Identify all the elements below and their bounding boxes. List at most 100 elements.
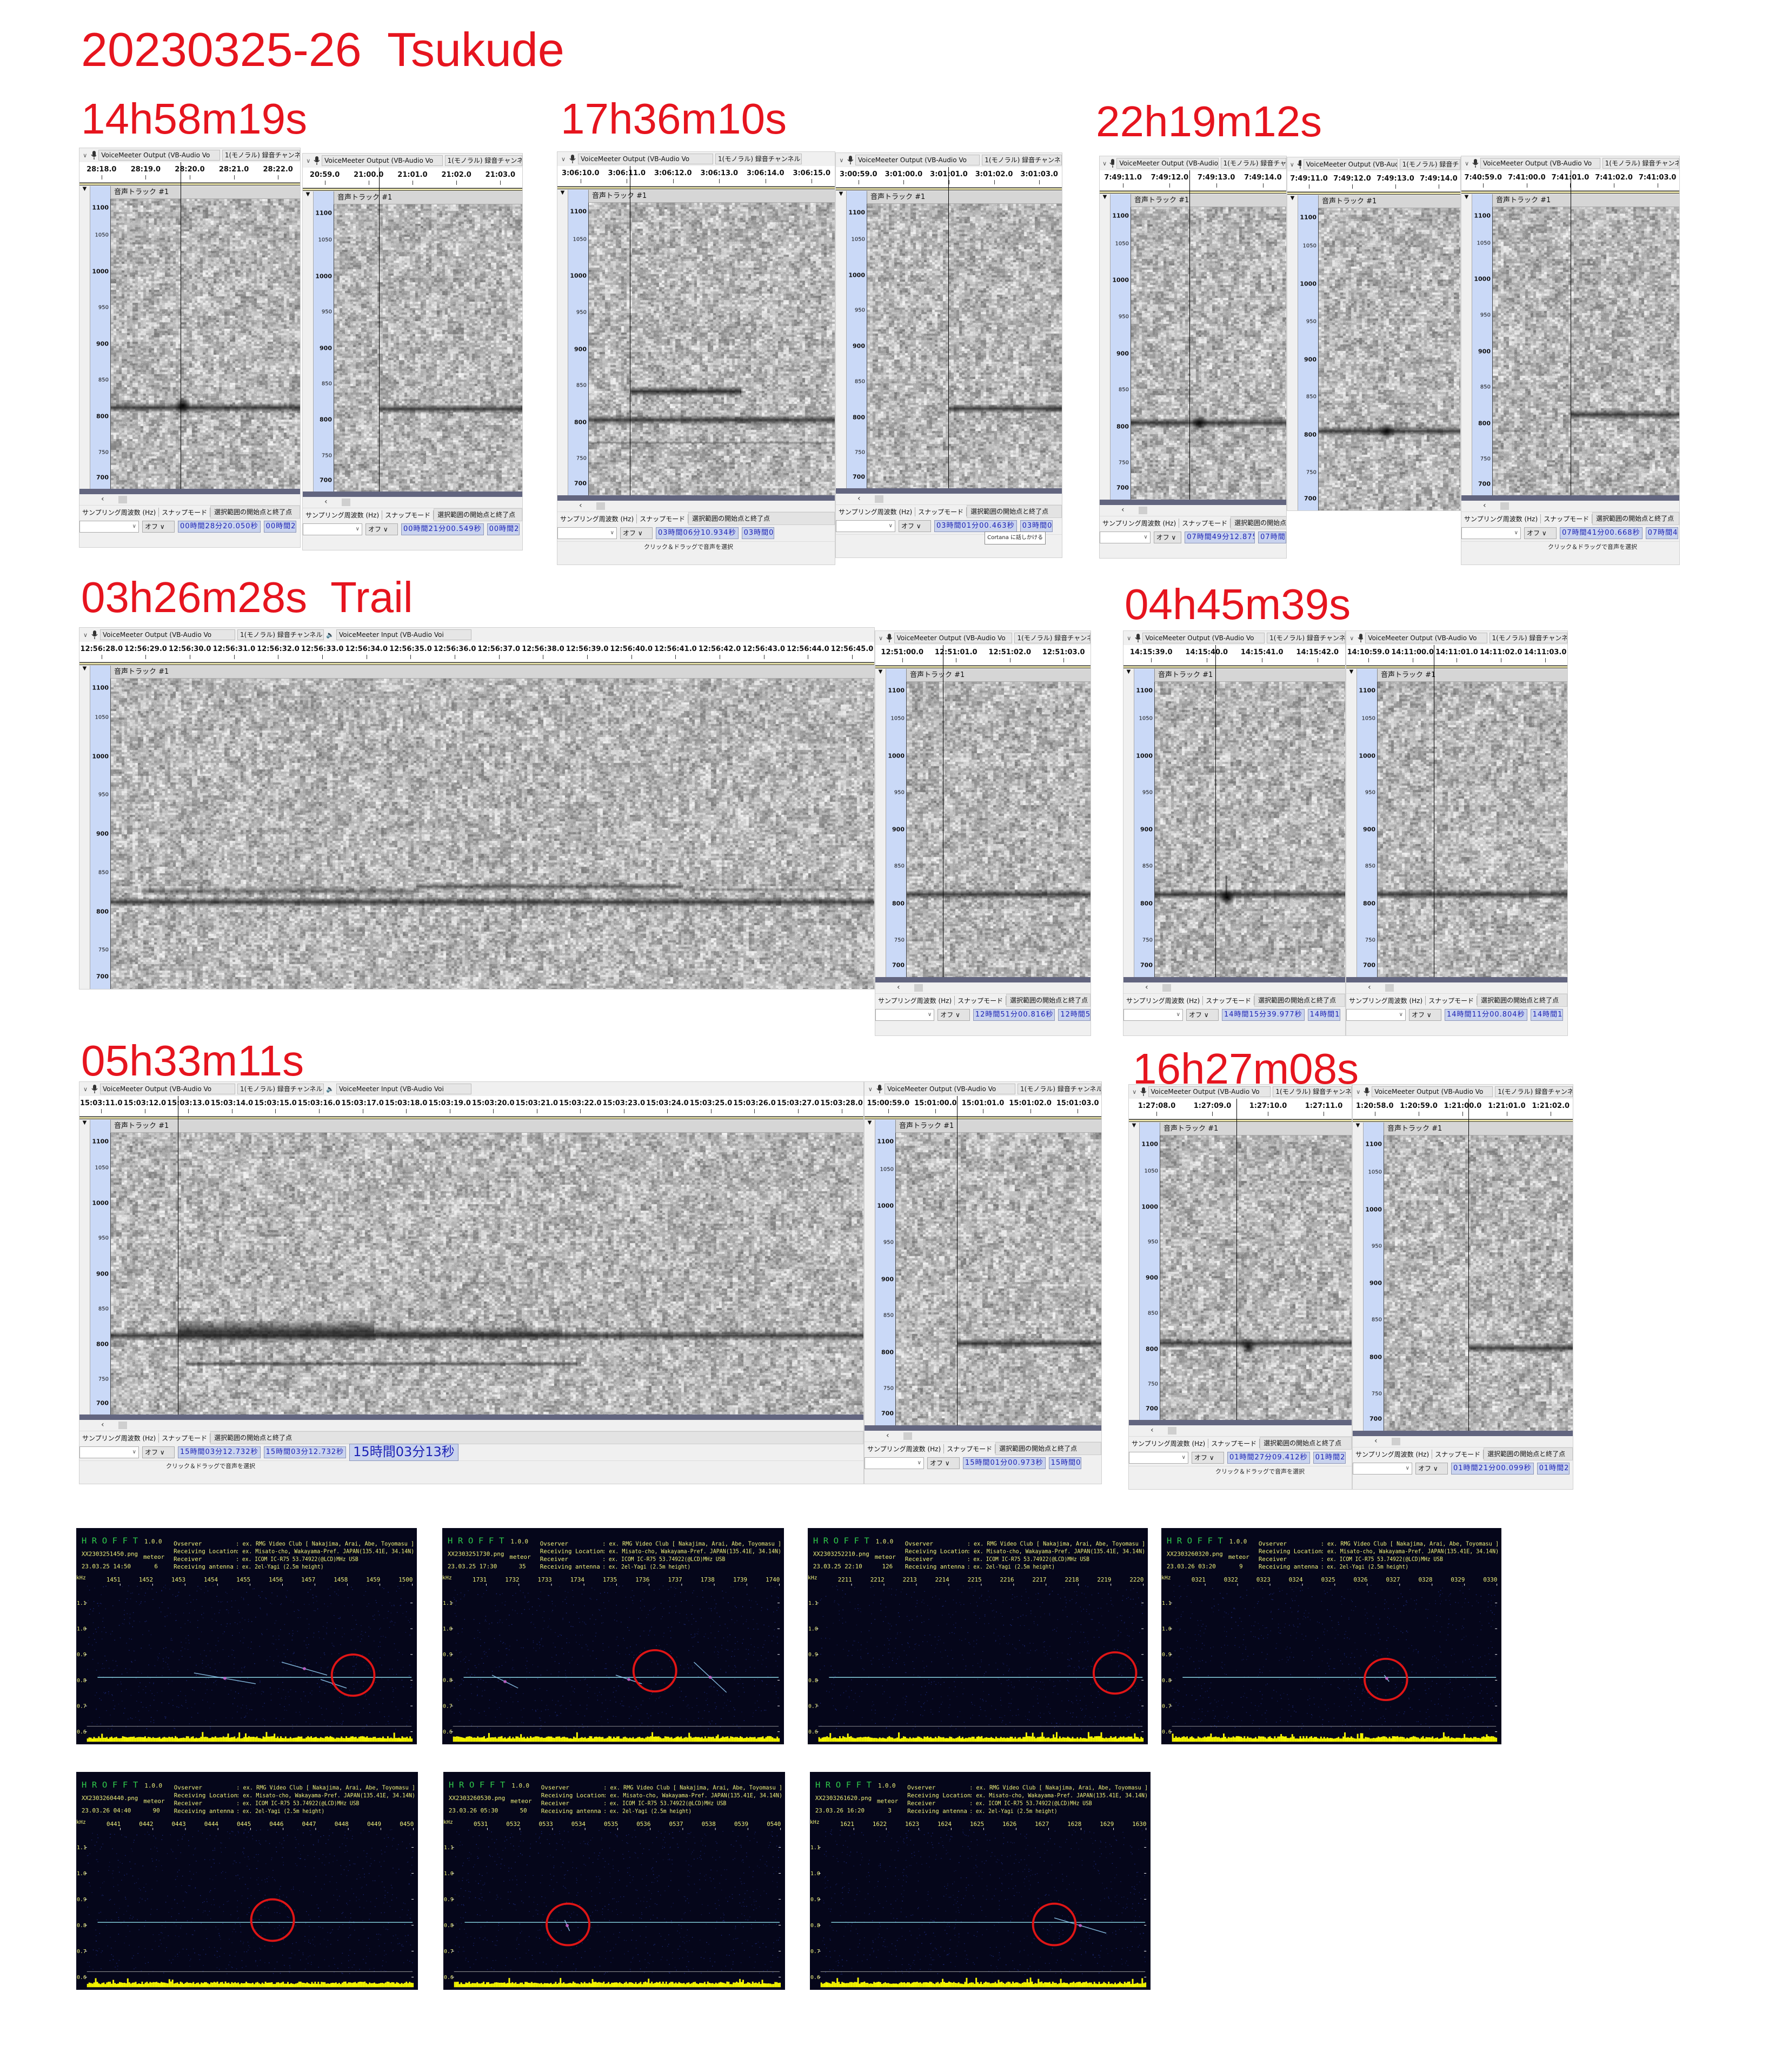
recording-channel-select[interactable]: 1(モノラル) 録音チャンネル — [1495, 1086, 1573, 1097]
selection-start-field[interactable]: 01時間21分00.099秒 — [1451, 1463, 1534, 1475]
snap-mode-select[interactable]: オフ ∨ — [899, 520, 931, 532]
horizontal-scrollbar[interactable]: ‹ — [1100, 505, 1286, 516]
snap-mode-select[interactable]: オフ ∨ — [1415, 1463, 1448, 1475]
track-menu-arrow-icon[interactable]: ▼ — [1102, 194, 1107, 200]
horizontal-scrollbar[interactable]: ‹ — [1129, 1425, 1352, 1437]
snap-mode-select[interactable]: オフ ∨ — [620, 527, 653, 539]
sample-rate-select[interactable]: ∨ — [79, 521, 139, 533]
track-menu-arrow-icon[interactable]: ▼ — [1126, 669, 1131, 675]
track-menu-arrow-icon[interactable]: ▼ — [878, 669, 883, 675]
sample-rate-select[interactable]: ∨ — [836, 520, 895, 532]
track-menu-arrow-icon[interactable]: ▼ — [305, 191, 310, 197]
recording-channel-select[interactable]: 1(モノラル) 録音チャンネル — [222, 150, 300, 161]
selection-start-field[interactable]: 03時間01分00.463秒 — [934, 520, 1017, 532]
chevron-down-icon[interactable]: ∨ — [1132, 1088, 1137, 1095]
selection-end-field[interactable]: 07時間41分00.668秒 — [1645, 527, 1678, 539]
track-control-panel[interactable]: ▼ — [1100, 194, 1111, 500]
spectrogram[interactable] — [907, 682, 1091, 977]
chevron-down-icon[interactable]: ∨ — [868, 1085, 873, 1093]
snap-mode-select[interactable]: オフ ∨ — [927, 1457, 960, 1469]
scroll-left-icon[interactable]: ‹ — [1145, 983, 1148, 992]
playback-device-select[interactable]: VoiceMeeter Input (VB-Audio Voi — [336, 629, 471, 640]
track-control-panel[interactable]: ▼ — [865, 1120, 875, 1425]
track-menu-arrow-icon[interactable]: ▼ — [1349, 669, 1354, 675]
timeline-ruler[interactable]: 15:00:59.0 15:01:00.0 15:01:01.0 15:01:02.0… — [865, 1096, 1101, 1117]
timeline-ruler[interactable]: 7:49:11.0 7:49:12.0 7:49:13.0 7:49:14.0 — [1287, 171, 1460, 192]
selection-start-field[interactable]: 14時間11分00.804秒 — [1445, 1009, 1527, 1021]
recording-channel-select[interactable]: 1(モノラル) 録音チャンネル — [1602, 158, 1679, 169]
snap-mode-select[interactable]: オフ ∨ — [937, 1009, 970, 1021]
selection-end-field[interactable]: 14時間15分39.977秒 — [1307, 1009, 1340, 1021]
spectrogram[interactable] — [1160, 1135, 1352, 1420]
track-control-panel[interactable]: ▼ — [79, 1120, 90, 1414]
recording-channel-select[interactable]: 1(モノラル) 録音チャンネル — [715, 154, 802, 164]
track-control-panel[interactable]: ▼ — [303, 191, 314, 492]
timeline-ruler[interactable]: 1:27:08.0 1:27:09.0 1:27:10.0 1:27:11.0 — [1129, 1099, 1352, 1119]
track-control-panel[interactable]: ▼ — [79, 666, 90, 989]
chevron-down-icon[interactable]: ∨ — [83, 631, 88, 639]
selection-start-field[interactable]: 07時間49分12.875秒 — [1185, 532, 1255, 543]
snap-mode-select[interactable]: オフ ∨ — [1409, 1009, 1441, 1021]
snap-mode-select[interactable]: オフ ∨ — [1192, 1452, 1224, 1464]
spectrogram[interactable] — [1493, 207, 1679, 495]
scroll-left-icon[interactable]: ‹ — [1374, 1437, 1378, 1445]
spectrogram[interactable] — [896, 1133, 1101, 1425]
selection-end-field[interactable]: 01時間27分09.412秒 — [1313, 1452, 1346, 1464]
selection-end-field[interactable]: 03時間01分00.463秒 — [1020, 520, 1053, 532]
snap-mode-select[interactable]: オフ ∨ — [1524, 527, 1557, 539]
chevron-down-icon[interactable]: ∨ — [83, 1085, 88, 1093]
horizontal-scrollbar[interactable]: ‹ — [1353, 1436, 1573, 1447]
scrollbar-thumb[interactable] — [596, 502, 605, 510]
spectrogram[interactable] — [1378, 682, 1567, 977]
scrollbar-thumb[interactable] — [1392, 1438, 1400, 1445]
spectrogram[interactable] — [111, 1133, 863, 1414]
recording-channel-select[interactable]: 1(モノラル) 録音チャンネル — [1273, 1086, 1352, 1097]
selection-start-field[interactable]: 07時間41分00.668秒 — [1560, 527, 1643, 539]
sample-rate-select[interactable]: ∨ — [1123, 1009, 1183, 1021]
recording-device-select[interactable]: VoiceMeeter Output (VB-Audio Vo — [855, 155, 980, 165]
selection-start-field[interactable]: 00時間21分00.549秒 — [401, 523, 484, 535]
scroll-left-icon[interactable]: ‹ — [897, 983, 900, 992]
spectrogram[interactable] — [589, 203, 835, 495]
chevron-down-icon[interactable]: ∨ — [1102, 160, 1107, 167]
timeline-ruler[interactable]: 14:10:59.0 14:11:00.0 14:11:01.0 14:11:02.0… — [1346, 645, 1567, 666]
track-control-panel[interactable]: ▼ — [1346, 669, 1357, 977]
selection-start-field[interactable]: 15時間01分00.973秒 — [963, 1457, 1046, 1469]
horizontal-scrollbar[interactable]: ‹ — [865, 1431, 1101, 1442]
scrollbar-thumb[interactable] — [1500, 502, 1509, 510]
track-menu-arrow-icon[interactable]: ▼ — [839, 191, 843, 197]
chevron-down-icon[interactable]: ∨ — [83, 151, 88, 159]
recording-channel-select[interactable]: 1(モノラル) 録音チャンネル — [444, 155, 522, 166]
track-control-panel[interactable]: ▼ — [875, 669, 886, 977]
spectrogram[interactable] — [111, 199, 300, 489]
chevron-down-icon[interactable]: ∨ — [1289, 161, 1294, 168]
scrollbar-thumb[interactable] — [1385, 984, 1394, 992]
scroll-left-icon[interactable]: ‹ — [1151, 1426, 1154, 1435]
chevron-down-icon[interactable]: ∨ — [1465, 160, 1470, 167]
horizontal-scrollbar[interactable]: ‹ — [303, 497, 522, 508]
recording-channel-select[interactable]: 1(モノラル) 録音チャンネル — [1489, 633, 1567, 643]
sample-rate-select[interactable]: ∨ — [79, 1446, 139, 1458]
track-control-panel[interactable]: ▼ — [79, 186, 90, 489]
recording-device-select[interactable]: VoiceMeeter Output (VB-Audio Vo — [1372, 1086, 1493, 1097]
timeline-ruler[interactable]: 7:40:59.0 7:41:00.0 7:41:01.0 7:41:02.0 7:41… — [1461, 170, 1679, 191]
horizontal-scrollbar[interactable]: ‹ — [79, 494, 300, 506]
track-control-panel[interactable]: ▼ — [1461, 194, 1472, 495]
chevron-down-icon[interactable]: ∨ — [306, 157, 311, 164]
sample-rate-select[interactable]: ∨ — [1100, 532, 1151, 543]
recording-channel-select[interactable]: 1(モノラル) 録音チャンネル — [1267, 633, 1345, 643]
recording-device-select[interactable]: VoiceMeeter Output (VB-Audio Vo — [1142, 633, 1265, 643]
sample-rate-select[interactable]: ∨ — [865, 1457, 924, 1469]
recording-device-select[interactable]: VoiceMeeter Output (VB-Audio Vo — [322, 155, 443, 166]
track-control-panel[interactable]: ▼ — [557, 190, 568, 495]
recording-device-select[interactable]: VoiceMeeter Output (VB-Audio Vo — [100, 629, 235, 640]
selection-start-field[interactable]: 03時間06分10.934秒 — [656, 527, 739, 539]
scrollbar-thumb[interactable] — [875, 495, 883, 503]
recording-device-select[interactable]: VoiceMeeter Output (VB-Audio Vo — [98, 150, 220, 161]
selection-end-field[interactable]: 14時間11分00.804秒 — [1530, 1009, 1563, 1021]
selection-end-field[interactable]: 00時間28分20.050秒 — [263, 521, 296, 533]
recording-device-select[interactable]: VoiceMeeter Output (VB-Audio Vo — [1480, 158, 1600, 169]
scrollbar-thumb[interactable] — [118, 1422, 127, 1429]
timeline-ruler[interactable]: 3:06:10.0 3:06:11.0 3:06:12.0 3:06:13.0 3:06… — [557, 166, 835, 187]
track-menu-arrow-icon[interactable]: ▼ — [1290, 195, 1295, 201]
